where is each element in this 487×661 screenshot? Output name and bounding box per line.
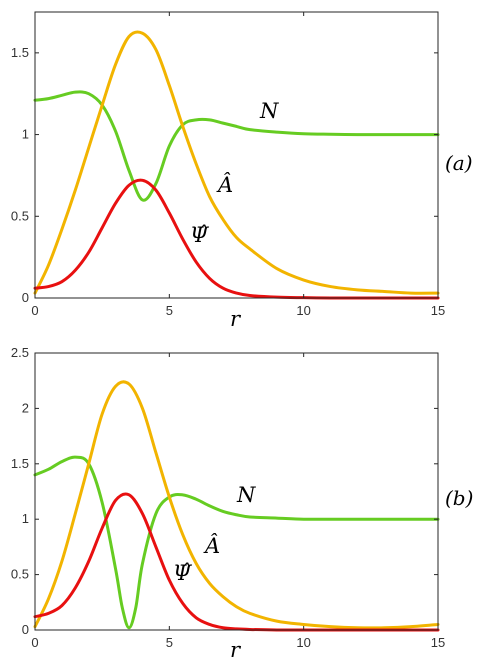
y-tick-label: 1.5 <box>11 45 29 60</box>
panel-label: (b) <box>445 486 473 510</box>
y-tick-label: 0 <box>22 290 29 305</box>
y-tick-label: 1.5 <box>11 456 29 471</box>
panel-label: (a) <box>445 151 473 175</box>
y-tick-label: 0.5 <box>11 567 29 582</box>
x-tick-label: 15 <box>431 303 445 318</box>
series-line-n <box>33 455 440 630</box>
y-tick-label: 0 <box>22 622 29 637</box>
curve-label-a: Â <box>216 173 233 197</box>
series-line-n <box>33 90 440 202</box>
x-axis-label: r <box>230 307 242 331</box>
y-tick-label: 0.5 <box>11 208 29 223</box>
chart-panel-a: 0 5 10 15 0 0.5 1 1.5 r N Â Ψ̂ (a) <box>11 11 473 331</box>
curve-label-a: Â <box>203 534 220 558</box>
chart-panel-b: 0 5 10 15 0 0.5 1 1.5 2 2.5 r N Â Ψ̂ (b) <box>11 345 474 661</box>
series-line-a <box>33 380 440 630</box>
x-tick-label: 5 <box>166 303 173 318</box>
y-tick-label: 2 <box>22 400 29 415</box>
x-tick-label: 15 <box>431 635 445 650</box>
curve-label-psi: Ψ̂ <box>173 561 193 585</box>
x-tick-label: 10 <box>296 303 310 318</box>
y-tick-label: 1 <box>22 511 29 526</box>
plot-frame <box>34 11 439 299</box>
x-tick-label: 0 <box>31 303 38 318</box>
x-tick-label: 10 <box>296 635 310 650</box>
x-axis-label: r <box>230 638 242 661</box>
x-tick-label: 0 <box>31 635 38 650</box>
y-tick-label: 1 <box>22 127 29 142</box>
curve-label-psi: Ψ̂ <box>190 223 210 247</box>
curve-label-n: N <box>259 99 279 123</box>
series-line-a <box>33 30 440 295</box>
plot-frame <box>34 352 439 631</box>
x-tick-label: 5 <box>166 635 173 650</box>
y-tick-label: 2.5 <box>11 345 29 360</box>
curve-label-n: N <box>236 483 256 507</box>
